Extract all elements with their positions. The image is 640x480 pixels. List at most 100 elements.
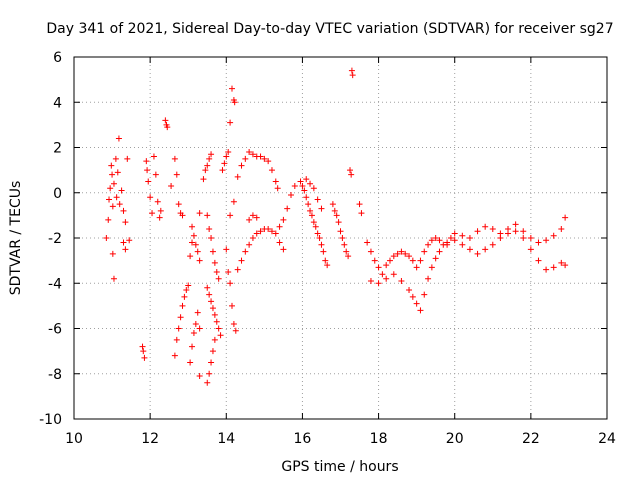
data-point bbox=[383, 262, 390, 269]
data-point bbox=[215, 325, 222, 332]
data-point bbox=[276, 223, 283, 230]
x-axis-label: GPS time / hours bbox=[281, 459, 398, 475]
data-point bbox=[272, 178, 279, 185]
data-point bbox=[225, 268, 232, 275]
data-point bbox=[535, 239, 542, 246]
data-point bbox=[398, 248, 405, 255]
data-point bbox=[335, 219, 342, 226]
data-points bbox=[103, 67, 569, 386]
x-tick-label: 16 bbox=[294, 431, 312, 447]
data-point bbox=[268, 228, 275, 235]
data-point bbox=[105, 216, 112, 223]
data-point bbox=[106, 196, 113, 203]
data-point bbox=[213, 268, 220, 275]
data-point bbox=[120, 207, 127, 214]
data-point bbox=[150, 153, 157, 160]
data-point bbox=[390, 253, 397, 260]
data-point bbox=[394, 250, 401, 257]
data-point bbox=[417, 257, 424, 264]
data-point bbox=[280, 216, 287, 223]
y-tick-label: -8 bbox=[48, 367, 62, 383]
data-point bbox=[208, 298, 215, 305]
data-point bbox=[177, 314, 184, 321]
data-point bbox=[185, 282, 192, 289]
data-point bbox=[225, 149, 232, 156]
x-tick-label: 20 bbox=[446, 431, 464, 447]
data-point bbox=[339, 235, 346, 241]
data-point bbox=[489, 225, 496, 232]
data-point bbox=[318, 205, 325, 212]
data-point bbox=[316, 235, 323, 241]
data-point bbox=[550, 264, 557, 271]
data-point bbox=[211, 311, 218, 318]
data-point bbox=[108, 162, 115, 169]
data-point bbox=[140, 348, 147, 355]
data-point bbox=[219, 167, 226, 174]
data-point bbox=[113, 194, 120, 201]
data-point bbox=[204, 162, 211, 169]
data-point bbox=[272, 230, 279, 237]
data-point bbox=[409, 257, 416, 264]
data-point bbox=[307, 180, 314, 187]
series-dense_middle bbox=[234, 182, 298, 273]
x-tick-label: 24 bbox=[598, 431, 616, 447]
data-point bbox=[386, 257, 393, 264]
data-point bbox=[297, 178, 304, 185]
data-point bbox=[459, 232, 466, 239]
data-point bbox=[157, 207, 164, 214]
data-point bbox=[143, 158, 150, 165]
data-point bbox=[223, 246, 230, 253]
y-tick-label: -2 bbox=[48, 231, 62, 247]
data-point bbox=[383, 275, 390, 282]
data-point bbox=[562, 214, 569, 221]
data-point bbox=[356, 201, 363, 208]
data-point bbox=[253, 230, 260, 237]
data-point bbox=[164, 124, 171, 131]
data-point bbox=[512, 228, 519, 235]
data-point bbox=[314, 196, 321, 203]
data-point bbox=[406, 287, 413, 294]
data-point bbox=[333, 212, 340, 219]
data-point bbox=[173, 171, 180, 178]
data-point bbox=[192, 320, 199, 327]
data-point bbox=[367, 277, 374, 284]
data-point bbox=[349, 72, 356, 79]
data-point bbox=[329, 201, 336, 208]
data-point bbox=[505, 230, 512, 237]
data-point bbox=[145, 178, 152, 185]
data-point bbox=[228, 85, 235, 92]
data-point bbox=[196, 257, 203, 264]
data-point bbox=[257, 228, 264, 235]
series-lowest_band bbox=[367, 228, 569, 314]
data-point bbox=[341, 241, 348, 248]
data-point bbox=[194, 309, 201, 316]
y-ticks: 6 4 2 0 -2 -4 -6 -8 -10 bbox=[39, 50, 607, 428]
series-peak_14 bbox=[219, 85, 281, 334]
data-point bbox=[183, 287, 190, 294]
data-point bbox=[288, 192, 295, 199]
data-point bbox=[189, 239, 196, 246]
data-point bbox=[343, 248, 350, 255]
data-point bbox=[367, 248, 374, 255]
data-point bbox=[520, 228, 527, 235]
data-point bbox=[284, 205, 291, 212]
data-point bbox=[156, 214, 163, 221]
data-point bbox=[227, 280, 234, 287]
data-point bbox=[489, 241, 496, 248]
data-point bbox=[242, 248, 249, 255]
data-point bbox=[249, 151, 256, 158]
data-point bbox=[230, 198, 237, 205]
data-point bbox=[211, 336, 218, 343]
data-point bbox=[432, 255, 439, 262]
data-point bbox=[206, 225, 213, 232]
data-point bbox=[196, 325, 203, 332]
data-point bbox=[246, 241, 253, 248]
x-tick-label: 14 bbox=[217, 431, 235, 447]
data-point bbox=[242, 155, 249, 162]
data-point bbox=[110, 275, 117, 282]
series-lower_right_band bbox=[364, 214, 569, 278]
data-point bbox=[274, 185, 281, 192]
data-point bbox=[124, 155, 131, 162]
data-point bbox=[116, 201, 123, 208]
